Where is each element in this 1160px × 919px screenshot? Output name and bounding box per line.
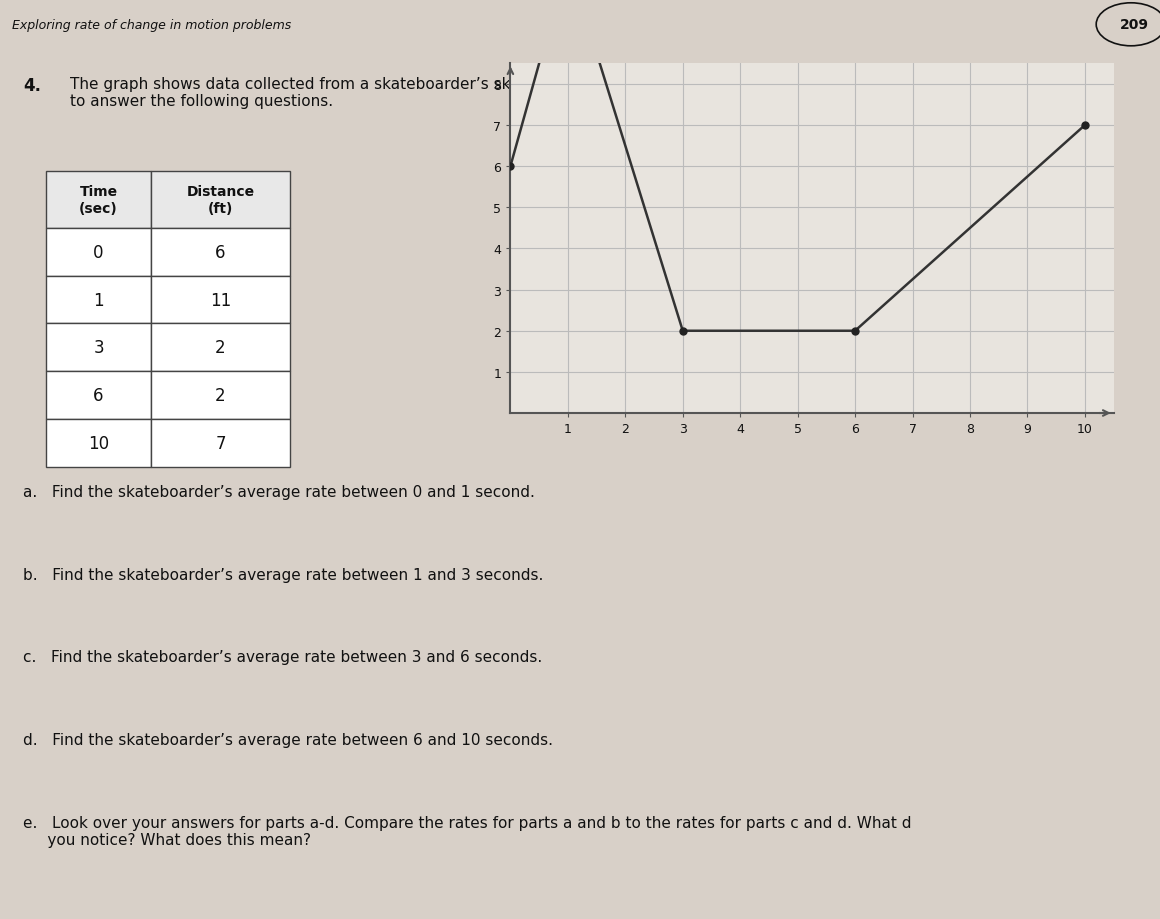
Point: [501, 160, 520, 175]
Text: 209: 209: [1119, 18, 1148, 32]
Text: 1: 1: [93, 291, 104, 309]
Text: 0: 0: [93, 244, 104, 261]
Text: Time
(sec): Time (sec): [79, 186, 118, 215]
Text: 6: 6: [215, 244, 226, 261]
Text: c.   Find the skateboarder’s average rate between 3 and 6 seconds.: c. Find the skateboarder’s average rate …: [23, 650, 543, 664]
Text: 6: 6: [93, 387, 104, 404]
Text: 10: 10: [88, 435, 109, 452]
Point: [1075, 119, 1094, 133]
Text: 2: 2: [215, 387, 226, 404]
Text: a.   Find the skateboarder’s average rate between 0 and 1 second.: a. Find the skateboarder’s average rate …: [23, 485, 535, 500]
Text: d.   Find the skateboarder’s average rate between 6 and 10 seconds.: d. Find the skateboarder’s average rate …: [23, 732, 553, 747]
FancyBboxPatch shape: [46, 229, 151, 277]
Text: b.   Find the skateboarder’s average rate between 1 and 3 seconds.: b. Find the skateboarder’s average rate …: [23, 567, 544, 583]
FancyBboxPatch shape: [151, 324, 290, 372]
Text: 11: 11: [210, 291, 231, 309]
Text: 4.: 4.: [23, 76, 42, 95]
FancyBboxPatch shape: [151, 172, 290, 229]
Point: [846, 324, 864, 339]
FancyBboxPatch shape: [151, 372, 290, 420]
Text: 2: 2: [215, 339, 226, 357]
Text: 3: 3: [93, 339, 104, 357]
FancyBboxPatch shape: [46, 277, 151, 324]
Text: The graph shows data collected from a skateboarder’s skate. Fill in the missing : The graph shows data collected from a sk…: [70, 76, 985, 109]
FancyBboxPatch shape: [151, 277, 290, 324]
FancyBboxPatch shape: [151, 229, 290, 277]
Text: Distance
(ft): Distance (ft): [187, 186, 254, 215]
FancyBboxPatch shape: [46, 420, 151, 468]
Text: e.   Look over your answers for parts a-d. Compare the rates for parts a and b t: e. Look over your answers for parts a-d.…: [23, 815, 912, 847]
FancyBboxPatch shape: [46, 372, 151, 420]
FancyBboxPatch shape: [151, 420, 290, 468]
Point: [674, 324, 693, 339]
FancyBboxPatch shape: [46, 324, 151, 372]
Text: Exploring rate of change in motion problems: Exploring rate of change in motion probl…: [12, 18, 291, 32]
FancyBboxPatch shape: [46, 172, 151, 229]
Text: 7: 7: [215, 435, 226, 452]
